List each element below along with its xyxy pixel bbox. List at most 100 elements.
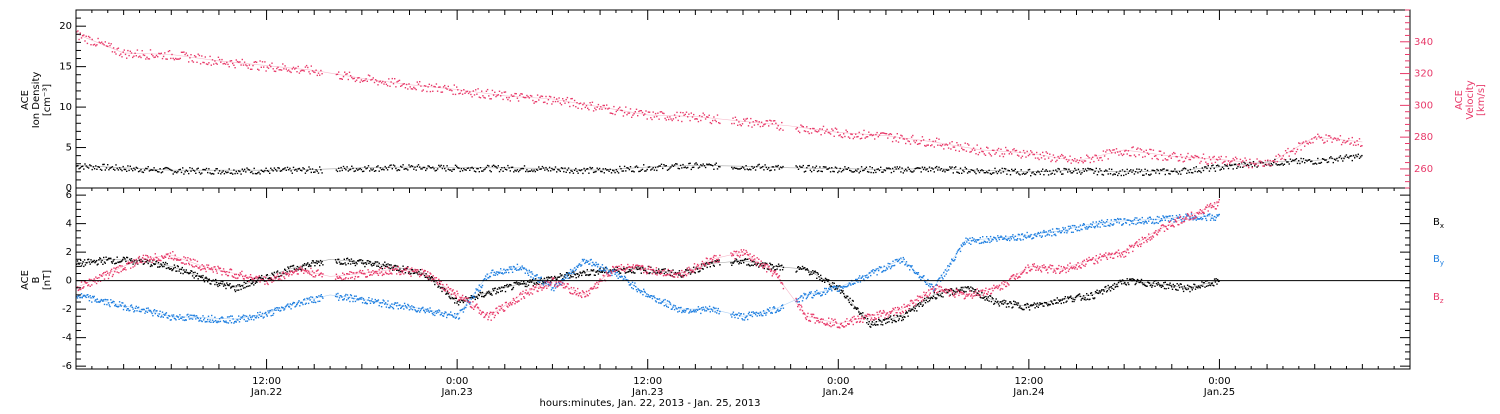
by-point: [635, 289, 638, 291]
by-point: [869, 271, 871, 274]
by-point: [455, 316, 457, 319]
density-point: [1308, 159, 1311, 161]
density-point: [756, 165, 758, 168]
bx-point: [1100, 290, 1102, 292]
velocity-point: [1342, 141, 1344, 144]
by-point: [762, 314, 764, 317]
bx-point: [916, 304, 919, 306]
by-point: [1078, 226, 1080, 228]
density-point: [208, 168, 210, 170]
by-point: [908, 264, 910, 266]
velocity-point: [489, 98, 491, 100]
density-point: [482, 170, 484, 172]
by-point: [891, 265, 893, 267]
bx-point: [380, 265, 383, 268]
by-point: [943, 275, 946, 277]
by-point: [1070, 231, 1073, 233]
bx-point: [962, 286, 964, 289]
by-point: [1126, 219, 1128, 221]
velocity-point: [1173, 151, 1175, 154]
bx-point: [391, 267, 393, 269]
density-point: [615, 169, 617, 171]
density-point: [743, 167, 745, 169]
density-point: [1159, 169, 1162, 171]
density-point: [1081, 171, 1083, 174]
velocity-point: [1158, 150, 1161, 152]
density-point: [548, 166, 551, 169]
density-point: [283, 168, 285, 170]
by-point: [982, 242, 985, 244]
bx-point: [997, 303, 1000, 305]
velocity-point: [1194, 154, 1196, 157]
bx-point: [303, 264, 305, 267]
by-point: [203, 319, 205, 321]
by-point: [1153, 222, 1155, 225]
velocity-point: [172, 57, 174, 60]
density-point: [1192, 172, 1194, 174]
bx-point: [1043, 305, 1045, 307]
velocity-point: [438, 86, 440, 88]
velocity-point: [801, 125, 803, 127]
density-point: [298, 167, 301, 170]
bx-point: [826, 278, 828, 281]
by-point: [1055, 234, 1057, 237]
by-point: [895, 259, 897, 261]
velocity-point: [319, 74, 321, 76]
by-point: [531, 271, 533, 273]
by-point: [513, 266, 515, 268]
density-point: [1064, 168, 1066, 170]
bx-point: [586, 269, 588, 271]
by-point: [1193, 216, 1195, 219]
by-point: [169, 319, 172, 321]
velocity-point: [388, 78, 390, 80]
bx-point: [417, 273, 419, 276]
bx-point: [853, 307, 855, 310]
density-point: [1273, 161, 1275, 164]
by-point: [291, 304, 293, 306]
by-point: [481, 286, 483, 289]
density-point: [497, 165, 499, 167]
by-point: [684, 311, 686, 313]
density-point: [1112, 174, 1114, 176]
velocity-point: [1246, 164, 1249, 167]
velocity-point: [738, 121, 740, 123]
bx-point: [515, 282, 517, 284]
density-point: [1269, 165, 1271, 167]
density-point: [108, 169, 110, 171]
density-point: [180, 171, 183, 174]
by-point: [682, 311, 685, 313]
velocity-point: [283, 68, 285, 70]
bx-point: [780, 265, 782, 267]
density-point: [1049, 170, 1051, 172]
velocity-point: [1127, 150, 1130, 152]
density-point: [980, 169, 982, 172]
bx-point: [312, 260, 314, 262]
bx-point: [685, 269, 687, 271]
by-point: [234, 320, 237, 323]
by-point: [755, 311, 758, 314]
density-point: [1221, 166, 1224, 168]
by-point: [342, 299, 344, 301]
velocity-point: [384, 81, 386, 83]
by-point: [732, 311, 735, 313]
density-point: [284, 167, 286, 169]
velocity-point: [1350, 142, 1352, 144]
by-point: [207, 318, 209, 321]
bx-point: [545, 280, 547, 282]
bx-point: [459, 301, 461, 303]
bx-point: [1212, 284, 1214, 286]
velocity-point: [941, 144, 944, 146]
density-point: [286, 166, 289, 169]
bx-point: [1019, 305, 1021, 307]
by-point: [414, 309, 416, 311]
by-point: [349, 294, 352, 296]
by-point: [761, 314, 763, 317]
bx-point: [487, 292, 489, 294]
by-point: [159, 310, 161, 312]
by-point: [294, 306, 296, 308]
bx-point: [176, 270, 178, 272]
density-point: [781, 167, 783, 169]
density-point: [639, 170, 641, 172]
by-point: [843, 285, 845, 288]
bx-point: [1132, 279, 1135, 281]
